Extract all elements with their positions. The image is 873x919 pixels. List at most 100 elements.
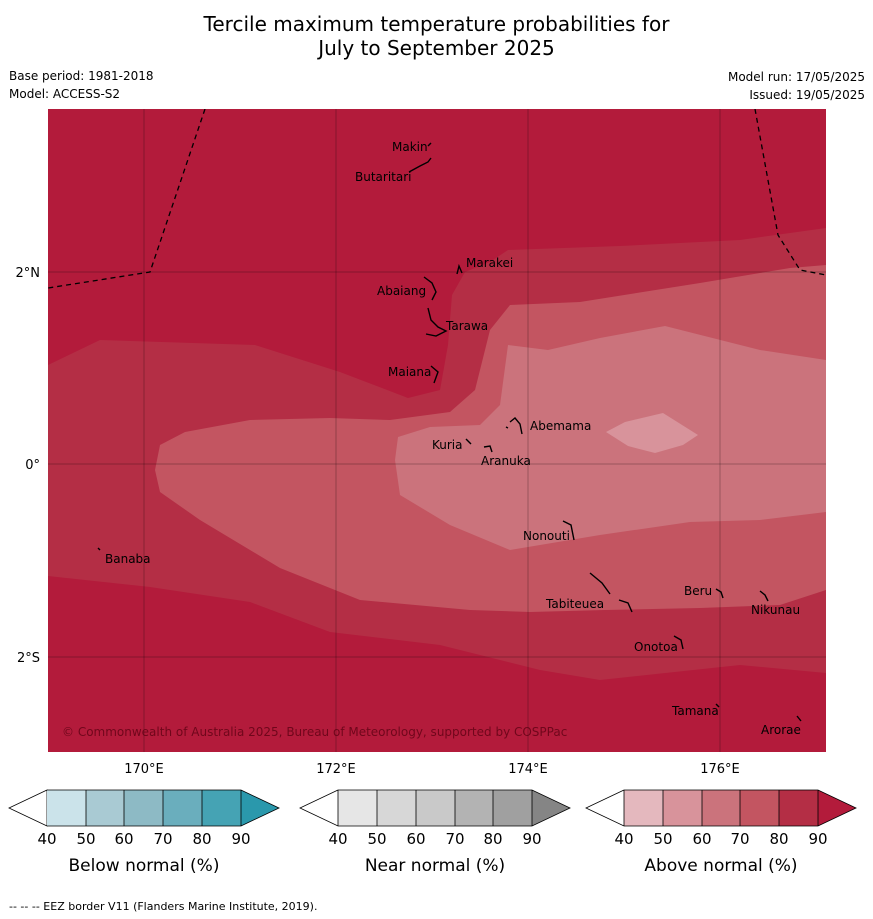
island-label-marakei: Marakei <box>466 256 513 270</box>
island-label-abemama: Abemama <box>530 419 591 433</box>
legend-near-normal: 40 50 60 70 80 90 Near normal (%) <box>299 789 571 876</box>
contour-band-60 <box>395 326 826 550</box>
model-run-date: Model run: 17/05/2025 <box>727 70 865 84</box>
legend-near-tick: 60 <box>406 830 425 848</box>
legend-above-swatch-6 <box>818 790 856 826</box>
legend-near-label: Near normal (%) <box>365 856 505 876</box>
legend-below-tick: 70 <box>153 830 172 848</box>
lat-label-2s: 2°S <box>17 651 40 666</box>
copyright-watermark: © Commonwealth of Australia 2025, Bureau… <box>62 725 567 739</box>
legend-below-normal: 40 50 60 70 80 90 Below normal (%) <box>8 789 280 876</box>
legend-above-tick: 40 <box>614 830 633 848</box>
butaritari-shape <box>408 157 432 173</box>
contour-band-50 <box>606 413 698 453</box>
legend-above-tick: 60 <box>692 830 711 848</box>
island-label-nonouti: Nonouti <box>523 529 570 543</box>
island-label-aranuka: Aranuka <box>481 454 531 468</box>
island-label-tabiteuea: Tabiteuea <box>545 597 604 611</box>
island-label-nikunau: Nikunau <box>751 603 800 617</box>
island-label-butaritari: Butaritari <box>355 170 412 184</box>
island-label-beru: Beru <box>684 584 712 598</box>
legend-below-swatch-0 <box>8 789 48 827</box>
legend-near-tick: 90 <box>522 830 541 848</box>
lat-label-0: 0° <box>25 458 40 473</box>
legend-above-tick: 90 <box>808 830 827 848</box>
legend-below-tick: 50 <box>76 830 95 848</box>
abemama-shape <box>505 417 523 435</box>
legend-below-swatch-4 <box>163 790 202 826</box>
legend-near-swatch-1 <box>338 790 377 826</box>
marakei-shape <box>456 263 463 275</box>
beru-shape <box>715 588 724 599</box>
island-label-tarawa: Tarawa <box>445 319 488 333</box>
lon-label-172e: 172°E <box>316 762 356 777</box>
tabiteuea-shape <box>589 572 633 613</box>
arorae-shape <box>796 715 802 722</box>
legend-near-swatch-4 <box>455 790 493 826</box>
legend-below-tick: 80 <box>192 830 211 848</box>
legend-above-normal: 40 50 60 70 80 90 Above normal (%) <box>585 789 857 876</box>
probability-contours <box>48 109 826 752</box>
legend-near-swatch-5 <box>493 790 532 826</box>
eez-border-lines <box>48 109 826 289</box>
banaba-shape <box>97 547 101 551</box>
legend-near-tick: 40 <box>328 830 347 848</box>
model-name: Model: ACCESS-S2 <box>9 87 121 101</box>
lon-label-176e: 176°E <box>700 762 740 777</box>
base-period: Base period: 1981-2018 <box>9 69 154 83</box>
lon-label-174e: 174°E <box>508 762 548 777</box>
onotoa-shape <box>673 635 684 650</box>
legend-below-tick: 40 <box>37 830 56 848</box>
island-label-arorae: Arorae <box>761 723 801 737</box>
kuria-shape <box>465 438 472 445</box>
legend-near-swatch-6 <box>532 790 570 826</box>
title-line-1: Tercile maximum temperature probabilitie… <box>203 12 670 36</box>
aranuka-shape <box>483 445 493 453</box>
island-label-onotoa: Onotoa <box>634 640 678 654</box>
makin-shape <box>427 142 432 147</box>
tamana-shape <box>715 703 720 708</box>
eez-border-note: -- -- -- EEZ border V11 (Flanders Marine… <box>9 900 318 913</box>
lon-label-170e: 170°E <box>124 762 164 777</box>
lon-axis-labels: 170°E 172°E 174°E 176°E <box>124 762 740 777</box>
legend-below-swatch-3 <box>124 790 163 826</box>
lat-label-2n: 2°N <box>16 266 41 281</box>
legend-below-tick: 60 <box>114 830 133 848</box>
island-shapes <box>97 142 802 722</box>
legend-near-tick: 70 <box>445 830 464 848</box>
legend-below-swatch-5 <box>202 790 241 826</box>
lat-axis-labels: 2°N 0° 2°S <box>16 266 41 666</box>
graticule <box>48 109 826 752</box>
map-title: Tercile maximum temperature probabilitie… <box>0 12 873 60</box>
island-label-makin: Makin <box>392 140 428 154</box>
maiana-shape <box>430 365 439 384</box>
island-label-banaba: Banaba <box>105 552 151 566</box>
legend-above-swatch-5 <box>779 790 818 826</box>
legend-below-label: Below normal (%) <box>69 856 220 876</box>
legend-near-swatch-0 <box>300 790 338 826</box>
legend-below-swatch-1 <box>47 790 86 826</box>
legend-above-swatch-2 <box>663 790 702 826</box>
island-label-tamana: Tamana <box>671 704 719 718</box>
island-label-kuria: Kuria <box>432 438 463 452</box>
legend-above-tick: 80 <box>769 830 788 848</box>
nikunau-shape <box>759 590 769 602</box>
legend-below-swatch-6 <box>241 790 279 826</box>
legend-above-swatch-1 <box>624 790 663 826</box>
legend-above-tick: 70 <box>730 830 749 848</box>
legend-near-swatch-3 <box>416 790 455 826</box>
island-label-maiana: Maiana <box>388 365 431 379</box>
legend-near-tick: 80 <box>483 830 502 848</box>
island-label-abaiang: Abaiang <box>377 284 426 298</box>
legend-above-tick: 50 <box>653 830 672 848</box>
legend-above-swatch-4 <box>740 790 779 826</box>
legend-above-label: Above normal (%) <box>644 856 797 876</box>
legend-below-swatch-2 <box>86 790 124 826</box>
island-labels: Makin Butaritari Marakei Abaiang Tarawa … <box>105 140 801 737</box>
abaiang-shape <box>423 276 437 301</box>
legend-above-swatch-3 <box>702 790 740 826</box>
issued-date: Issued: 19/05/2025 <box>749 88 865 102</box>
legend-above-swatch-0 <box>586 790 624 826</box>
legend-near-swatch-2 <box>377 790 416 826</box>
